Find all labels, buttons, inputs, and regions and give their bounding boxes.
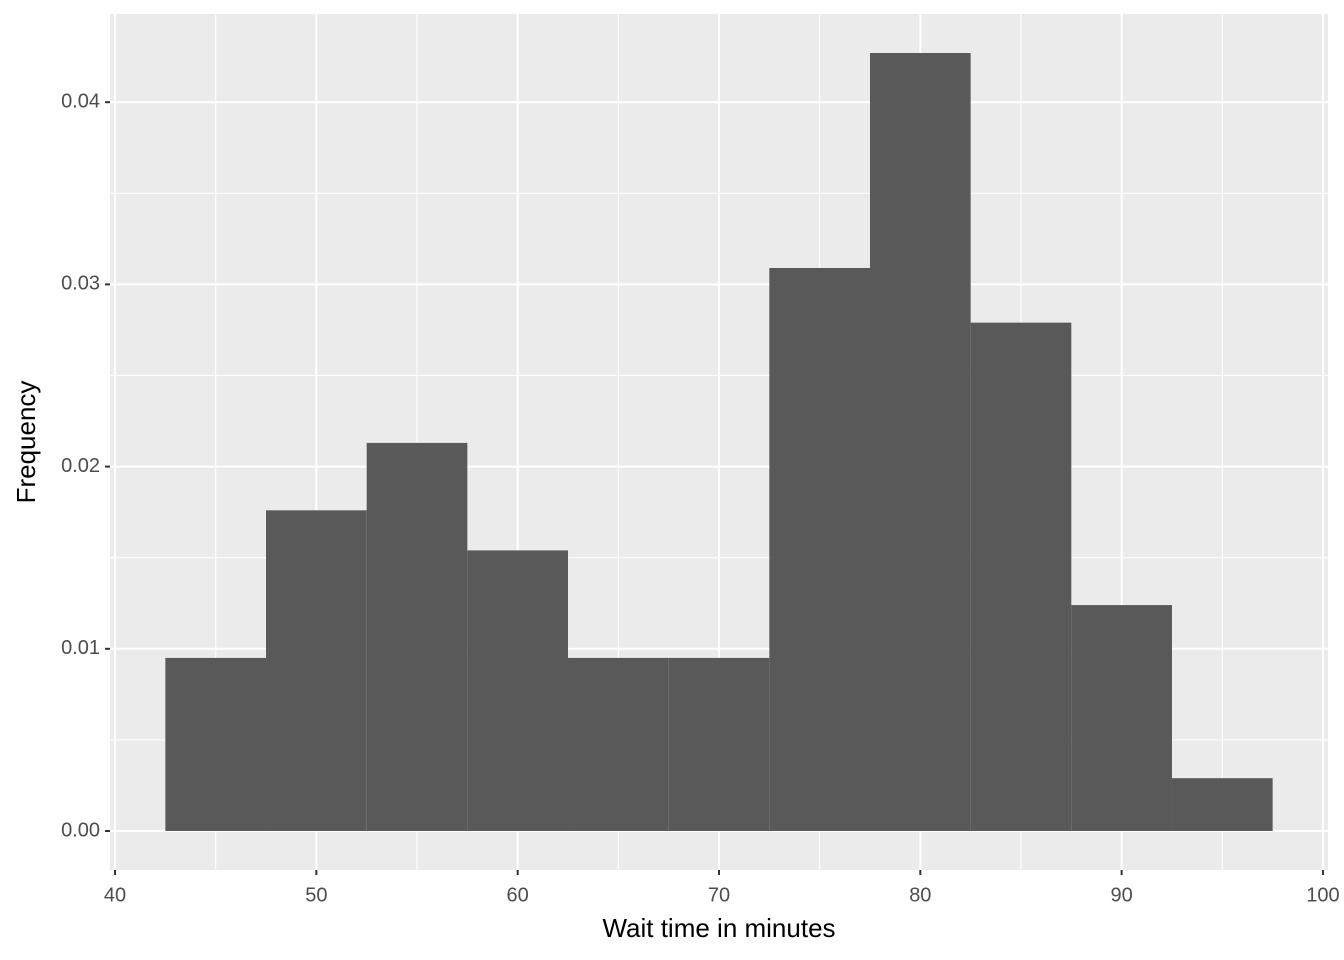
x-tick-label: 50 xyxy=(305,884,327,906)
bar xyxy=(769,267,870,832)
bar xyxy=(366,442,468,832)
y-tick-label: 0.02 xyxy=(61,455,100,477)
y-tick-label: 0.01 xyxy=(61,637,100,659)
x-tick-label: 100 xyxy=(1306,884,1339,906)
bar xyxy=(266,510,367,832)
x-tick-label: 40 xyxy=(104,884,126,906)
x-tick-label: 60 xyxy=(507,884,529,906)
bar xyxy=(1171,778,1273,832)
bar xyxy=(165,657,267,832)
bar xyxy=(467,550,569,832)
bar xyxy=(970,322,1072,832)
bar xyxy=(869,52,971,832)
bar xyxy=(668,657,770,832)
bar xyxy=(568,657,669,832)
y-tick-label: 0.00 xyxy=(61,819,100,841)
x-axis-title: Wait time in minutes xyxy=(602,913,835,943)
y-axis-title: Frequency xyxy=(11,381,41,504)
x-tick-label: 90 xyxy=(1111,884,1133,906)
x-tick-label: 80 xyxy=(909,884,931,906)
y-tick-label: 0.03 xyxy=(61,273,100,295)
bar xyxy=(1071,605,1172,832)
y-tick-label: 0.04 xyxy=(61,90,100,112)
x-tick-label: 70 xyxy=(708,884,730,906)
